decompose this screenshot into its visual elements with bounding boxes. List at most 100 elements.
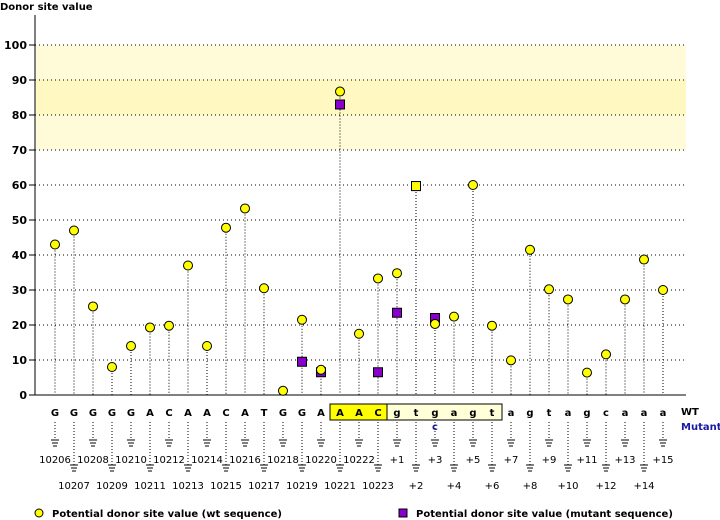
base-label: a <box>508 408 515 419</box>
mutant-marker <box>392 307 402 318</box>
position-label: 10211 <box>134 481 166 492</box>
wt-marker <box>392 268 402 279</box>
base-label: g <box>393 408 400 419</box>
y-tick-label: 80 <box>12 109 28 122</box>
y-tick-label: 0 <box>19 389 27 402</box>
base-label: a <box>565 408 572 419</box>
base-label: a <box>451 408 458 419</box>
base-label: a <box>622 408 629 419</box>
legend-wt-label: Potential donor site value (wt sequence) <box>52 509 282 520</box>
base-label: G <box>70 408 78 419</box>
position-label: +8 <box>523 481 538 492</box>
wt-marker <box>658 285 668 295</box>
position-label: 10209 <box>96 481 128 492</box>
wt-marker <box>639 254 649 265</box>
wt-marker <box>50 239 60 250</box>
mutant-marker <box>335 99 345 110</box>
position-label: 10217 <box>248 481 280 492</box>
wt-marker <box>601 349 611 360</box>
base-label: A <box>146 408 154 419</box>
base-label: G <box>298 408 306 419</box>
base-label: A <box>317 408 325 419</box>
base-label: t <box>490 408 495 419</box>
wt-marker <box>107 362 117 372</box>
gridlines <box>35 44 686 361</box>
position-label: +5 <box>466 455 481 466</box>
base-label: G <box>108 408 116 419</box>
position-label: +1 <box>390 455 405 466</box>
wt-marker <box>240 203 250 214</box>
wt-marker <box>145 322 155 333</box>
wt-marker <box>582 367 592 378</box>
position-label: +10 <box>557 481 578 492</box>
wt-marker <box>202 341 212 351</box>
position-label: +9 <box>542 455 557 466</box>
base-label: g <box>526 408 533 419</box>
base-label: C <box>374 408 381 419</box>
wt-marker <box>373 273 383 284</box>
wt-marker <box>354 328 364 339</box>
legend-circle-icon <box>34 508 44 518</box>
wt-marker <box>487 320 497 331</box>
y-axis-title: Donor site value <box>0 2 93 13</box>
position-label: 10210 <box>115 455 147 466</box>
base-label: A <box>355 408 363 419</box>
axes <box>29 15 686 396</box>
wt-marker <box>525 244 535 255</box>
base-label: A <box>241 408 249 419</box>
position-label: 10206 <box>39 455 71 466</box>
legend-mutant: Potential donor site value (mutant seque… <box>398 508 673 520</box>
wt-marker <box>620 294 630 305</box>
legend-square-icon <box>398 508 408 518</box>
base-label: g <box>431 408 438 419</box>
base-label: a <box>660 408 667 419</box>
base-label: C <box>165 408 172 419</box>
base-label: a <box>641 408 648 419</box>
position-label: 10218 <box>267 455 299 466</box>
wt-marker <box>278 385 288 396</box>
position-label: 10214 <box>191 455 223 466</box>
base-label: t <box>547 408 552 419</box>
y-tick-label: 70 <box>12 144 28 157</box>
wt-marker <box>411 181 421 192</box>
wt-marker <box>297 314 307 325</box>
y-tick-label: 60 <box>12 179 28 192</box>
intron-box <box>386 403 503 421</box>
position-label: 10219 <box>286 481 318 492</box>
wt-marker <box>316 364 326 375</box>
position-label: 10221 <box>324 481 356 492</box>
mutant-row-label: Mutant <box>681 422 720 433</box>
position-label: 10208 <box>77 455 109 466</box>
position-label: 10207 <box>58 481 90 492</box>
stems <box>54 91 664 395</box>
base-label: A <box>184 408 192 419</box>
base-label: t <box>414 408 419 419</box>
y-tick-label: 20 <box>12 319 28 332</box>
wt-marker <box>126 341 136 351</box>
y-tick-labels: 0 10 20 30 40 50 60 70 80 90 100 <box>4 39 27 402</box>
base-label: g <box>583 408 590 419</box>
wt-marker <box>335 86 345 97</box>
base-label: G <box>51 408 59 419</box>
position-label: +3 <box>428 455 443 466</box>
position-label: +6 <box>485 481 500 492</box>
y-tick-label: 30 <box>12 284 28 297</box>
base-label: A <box>203 408 211 419</box>
y-tick-label: 90 <box>12 74 28 87</box>
position-label: +13 <box>614 455 635 466</box>
base-label: A <box>336 408 344 419</box>
y-tick-label: 50 <box>12 214 28 227</box>
position-label: +4 <box>447 481 462 492</box>
wt-marker <box>468 180 478 190</box>
position-label: +15 <box>652 455 673 466</box>
highlight-band-core <box>36 80 686 115</box>
position-label: 10220 <box>305 455 337 466</box>
base-label: g <box>469 408 476 419</box>
position-label: 10223 <box>362 481 394 492</box>
wt-marker <box>563 294 573 305</box>
wt-marker <box>164 320 174 331</box>
legend-wt: Potential donor site value (wt sequence) <box>34 508 282 520</box>
position-label: +2 <box>409 481 424 492</box>
